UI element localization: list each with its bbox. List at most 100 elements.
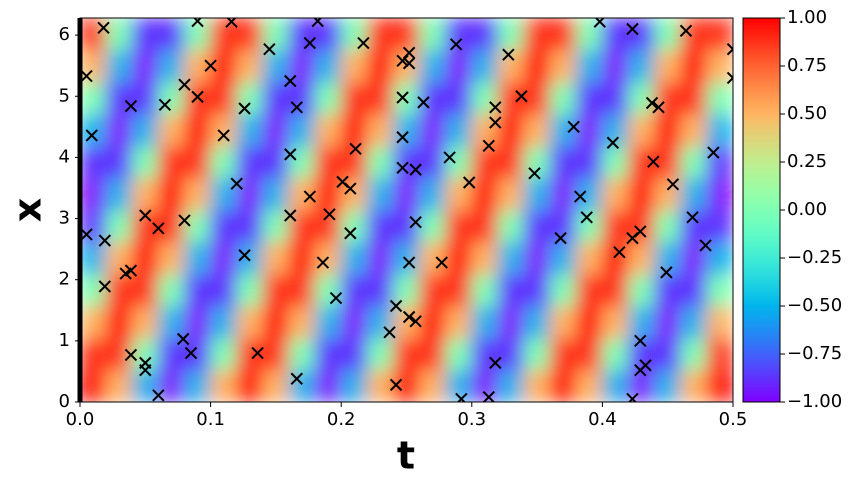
heat-cell [288,240,316,275]
heat-cell [445,369,473,402]
colorbar [742,17,781,403]
heat-cell [314,81,342,115]
heat-cell [340,48,368,83]
heat-cell [419,336,447,371]
heat-cell [523,48,551,83]
heat-cell [157,273,185,307]
heat-cell [288,305,316,339]
point-marker [402,310,416,324]
heat-cell [210,273,238,307]
heat-cell [471,81,499,115]
heat-cell [419,305,447,339]
heat-cell [419,177,447,211]
y-tick-label: 2 [59,269,70,290]
heat-cell [575,177,603,211]
point-marker [284,209,297,222]
heat-cell [419,273,447,307]
point-marker [645,96,659,110]
heat-cell [628,240,656,275]
heat-cell [105,113,133,147]
heat-cell [419,240,447,275]
heat-cell [236,305,264,339]
point-marker [449,38,463,51]
x-tick-label: 0.0 [66,409,95,430]
heat-cell [523,113,551,147]
heat-cell [680,209,708,243]
heat-cell [392,209,421,243]
point-marker [263,42,276,56]
point-marker [613,245,626,259]
heat-cell [131,369,159,402]
heat-cell [340,305,368,339]
colorbar-tick-label: −0.50 [787,295,842,316]
heat-cell [366,240,394,275]
heat-cell [288,48,316,83]
heat-cell [601,113,630,147]
heat-cell [654,144,682,179]
heat-cell [210,177,238,211]
colorbar-tick-label: 0.75 [787,55,827,76]
point-marker [402,46,416,60]
heat-cell [131,240,159,275]
point-marker [435,256,448,269]
heat-cell [131,81,159,115]
point-marker [409,216,422,229]
heat-cell [419,369,447,402]
point-marker [152,222,165,235]
scatter [80,18,733,402]
heat-cell [549,336,577,371]
heat-cell [262,81,290,115]
heat-cell [523,18,551,51]
heat-cell [105,336,133,371]
heat-cell [157,18,185,51]
heat-cell [706,113,733,147]
heat-cell [680,48,708,83]
heat-cell [314,113,342,147]
heat-cell [445,48,473,83]
heat-cell [419,48,447,83]
heat-cell [80,18,107,51]
heat-cell [680,305,708,339]
point-marker [251,346,264,360]
heat-cell [80,305,107,339]
x-tick-label: 0.1 [196,409,225,430]
point-marker [184,346,198,360]
colorbar-tick-label: 1.00 [787,7,827,28]
heat-cell [131,305,159,339]
point-marker [389,299,403,313]
heat-cell [706,81,733,115]
heat-cell [236,48,264,83]
heat-cell [471,336,499,371]
point-marker [489,356,502,370]
heat-cell [445,81,473,115]
point-marker [316,256,330,269]
point-marker [139,209,152,222]
heat-cell [601,144,630,179]
point-marker [238,249,251,262]
heat-cell [288,336,316,371]
heat-cell [628,177,656,211]
heat-cell [601,18,630,51]
heat-cell [262,369,290,402]
heat-cell [419,113,447,147]
heat-cell [601,177,630,211]
heat-cell [680,113,708,147]
heat-cell [236,240,264,275]
y-tick-label: 5 [59,85,70,106]
heat-cell [654,48,682,83]
heat-cell [366,81,394,115]
heat-cell [497,305,525,339]
heat-cell [210,81,238,115]
heat-cell [131,48,159,83]
heat-cell [419,81,447,115]
heat-cell [80,336,107,371]
x-axis-label: t [397,434,415,478]
point-marker [139,363,152,377]
point-marker [389,378,403,392]
heat-cell [105,177,133,211]
heat-cell [157,305,185,339]
point-marker [634,225,647,238]
heat-cell [628,273,656,307]
point-marker [204,59,217,72]
point-marker [178,78,191,91]
